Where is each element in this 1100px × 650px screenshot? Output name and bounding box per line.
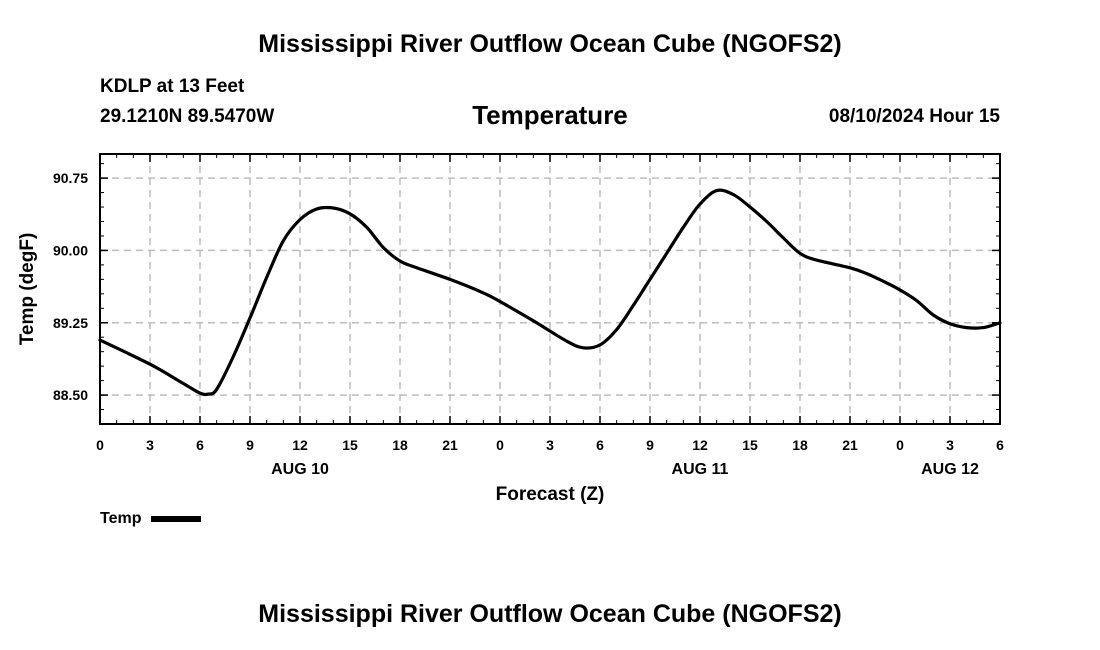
y-tick-label: 88.50 [53,387,88,403]
x-tick-label: 15 [342,437,358,453]
y-tick-label: 90.75 [53,170,88,186]
y-tick-label: 89.25 [53,315,88,331]
x-tick-label: 9 [646,437,654,453]
x-tick-label: 21 [842,437,858,453]
legend-line-swatch [151,516,202,522]
x-tick-label: 12 [692,437,708,453]
legend-label: Temp [100,510,142,527]
x-tick-label: 0 [496,437,504,453]
chart-title: Mississippi River Outflow Ocean Cube (NG… [258,30,842,58]
y-axis-title: Temp (degF) [17,233,38,346]
labels-layer: 0 3 6 9 12 15 18 21 0 3 6 9 12 15 18 21 0 3 6 88.50 89.25 90.… [53,170,1004,478]
date-label: AUG 11 [672,461,729,478]
x-tick-label: 3 [546,437,554,453]
x-tick-label: 12 [292,437,308,453]
x-axis-title: Forecast (Z) [496,484,605,505]
x-tick-label: 0 [96,437,104,453]
grid-layer [100,154,1000,424]
x-tick-label: 18 [792,437,808,453]
ticks-layer [99,154,1001,424]
station-label: KDLP at 13 Feet [100,76,245,97]
x-tick-label: 6 [196,437,204,453]
station-coordinates: 29.1210N 89.5470W [100,106,275,127]
plot-frame [99,153,1001,425]
date-label: AUG 10 [271,461,329,478]
x-tick-label: 18 [392,437,408,453]
forecast-datetime: 08/10/2024 Hour 15 [828,106,1000,127]
x-tick-label: 6 [996,437,1004,453]
x-tick-label: 3 [946,437,954,453]
x-tick-label: 6 [596,437,604,453]
variable-title: Temperature [472,100,628,130]
footer-title: Mississippi River Outflow Ocean Cube (NG… [258,600,842,628]
date-label: AUG 12 [921,461,979,478]
legend: Temp [100,510,202,528]
x-tick-label: 15 [742,437,758,453]
x-tick-label: 3 [146,437,154,453]
y-tick-label: 90.00 [53,242,88,258]
x-tick-label: 21 [442,437,458,453]
x-tick-label: 9 [246,437,254,453]
temp-series-line [98,188,1002,397]
x-tick-label: 0 [896,437,904,453]
